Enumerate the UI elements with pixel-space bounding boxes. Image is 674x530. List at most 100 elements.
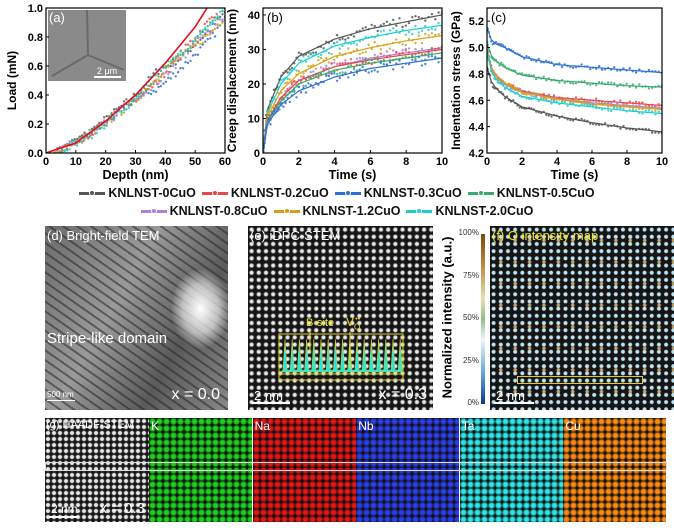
point-0.3CuO <box>194 53 197 56</box>
point-0.5CuO <box>140 91 143 94</box>
point-2.0CuO <box>411 32 414 36</box>
point-0CuO <box>338 38 341 41</box>
point-0.5CuO <box>532 74 535 77</box>
point-0.5CuO <box>583 80 586 83</box>
vacancy-label: VO•• <box>346 315 360 331</box>
point-2.0CuO <box>589 103 592 107</box>
point-0.5CuO <box>500 61 503 65</box>
point-0CuO <box>352 35 356 38</box>
point-0.3CuO <box>552 64 556 67</box>
point-0.2CuO <box>552 94 556 97</box>
point-0.3CuO <box>204 40 207 43</box>
inset-scale-label: 2 μm <box>97 66 117 76</box>
y-tick-label: 0 <box>254 148 260 160</box>
point-1.2CuO <box>319 56 323 60</box>
point-1.2CuO <box>651 106 654 109</box>
point-1.2CuO <box>430 32 434 35</box>
point-0.8CuO <box>105 121 108 125</box>
point-2.0CuO <box>307 55 310 58</box>
charts-abc: 2 μm0 10 20 30 40 50 600.00.20.40.60.81.0Depth… <box>5 3 668 182</box>
point-2.0CuO <box>613 106 616 109</box>
point-0.5CuO <box>71 138 74 142</box>
point-0CuO <box>398 17 401 20</box>
point-1.2CuO <box>327 61 331 64</box>
point-1.2CuO <box>297 70 300 73</box>
panel-g-title: (g) HAADF-STEM <box>46 419 134 431</box>
point-0.3CuO <box>174 75 177 78</box>
point-2.0CuO <box>177 52 180 56</box>
point-0.5CuO <box>204 28 207 31</box>
point-0.2CuO <box>404 49 407 52</box>
point-0.2CuO <box>205 20 209 23</box>
legend-label: KNLNST-0.8CuO <box>169 204 268 218</box>
point-0.2CuO <box>379 52 382 55</box>
point-0.3CuO <box>181 67 185 70</box>
point-0CuO <box>132 92 135 96</box>
point-0.5CuO <box>634 86 638 89</box>
point-0CuO <box>54 155 56 157</box>
point-2.0CuO <box>355 43 359 46</box>
point-2.0CuO <box>622 107 625 110</box>
point-0.3CuO <box>545 59 548 62</box>
point-0.8CuO <box>184 56 187 59</box>
point-1.2CuO <box>358 52 361 56</box>
point-2.0CuO <box>417 31 420 34</box>
point-0.3CuO <box>597 64 601 68</box>
point-0.3CuO <box>370 70 373 73</box>
point-0.8CuO <box>68 140 71 144</box>
point-0.3CuO <box>424 62 427 66</box>
point-0.5CuO <box>213 16 217 19</box>
point-2.0CuO <box>199 31 202 34</box>
point-0.2CuO <box>628 100 631 103</box>
colorbar-tick-label: 75% <box>462 270 479 280</box>
point-0.5CuO <box>199 33 202 36</box>
point-0.2CuO <box>175 55 178 58</box>
element-label: K <box>151 419 160 433</box>
point-0.5CuO <box>600 81 604 84</box>
x-axis-label: Depth (nm) <box>103 168 169 182</box>
point-0.8CuO <box>355 57 359 60</box>
point-2.0CuO <box>194 36 197 39</box>
data-points <box>263 11 442 153</box>
line-profile-box <box>517 376 643 384</box>
element-label: Ta <box>461 419 475 433</box>
point-1.2CuO <box>370 47 373 51</box>
point-2.0CuO <box>563 100 566 104</box>
point-1.2CuO <box>314 67 318 70</box>
point-0.3CuO <box>430 55 434 58</box>
point-0.8CuO <box>209 31 212 34</box>
point-0CuO <box>125 98 128 101</box>
point-0.3CuO <box>199 46 202 49</box>
point-2.0CuO <box>392 27 395 30</box>
point-2.0CuO <box>174 57 177 60</box>
point-2.0CuO <box>120 111 123 115</box>
point-0.3CuO <box>157 85 160 89</box>
point-0.8CuO <box>201 34 204 37</box>
point-2.0CuO <box>297 58 300 61</box>
point-0.8CuO <box>319 66 323 69</box>
point-0.5CuO <box>270 110 274 113</box>
point-1.2CuO <box>218 24 222 27</box>
point-0.2CuO <box>344 61 347 65</box>
point-0.3CuO <box>392 68 395 71</box>
legend-row-2: KNLNST-0.8CuO KNLNST-1.2CuO KNLNST-2.0CuO <box>0 204 674 218</box>
point-0.3CuO <box>272 110 276 113</box>
point-0.8CuO <box>420 47 424 50</box>
point-1.2CuO <box>401 43 404 46</box>
element-label: Cu <box>565 419 581 433</box>
point-0.3CuO <box>333 72 336 75</box>
point-1.2CuO <box>122 111 126 115</box>
composition-label: x = 0.3 <box>99 500 145 517</box>
point-1.2CuO <box>654 109 657 113</box>
point-0.3CuO <box>634 71 638 74</box>
point-0CuO <box>622 124 625 128</box>
point-0.5CuO <box>304 84 308 88</box>
point-0.2CuO <box>330 62 333 65</box>
fit-line-2.0CuO <box>487 51 662 115</box>
point-0CuO <box>580 117 583 121</box>
point-0CuO <box>373 24 376 28</box>
bright-field-tem-image: (d) Bright-field TEM Stripe-like domain … <box>45 226 228 410</box>
point-2.0CuO <box>125 108 128 111</box>
point-1.2CuO <box>414 41 417 45</box>
